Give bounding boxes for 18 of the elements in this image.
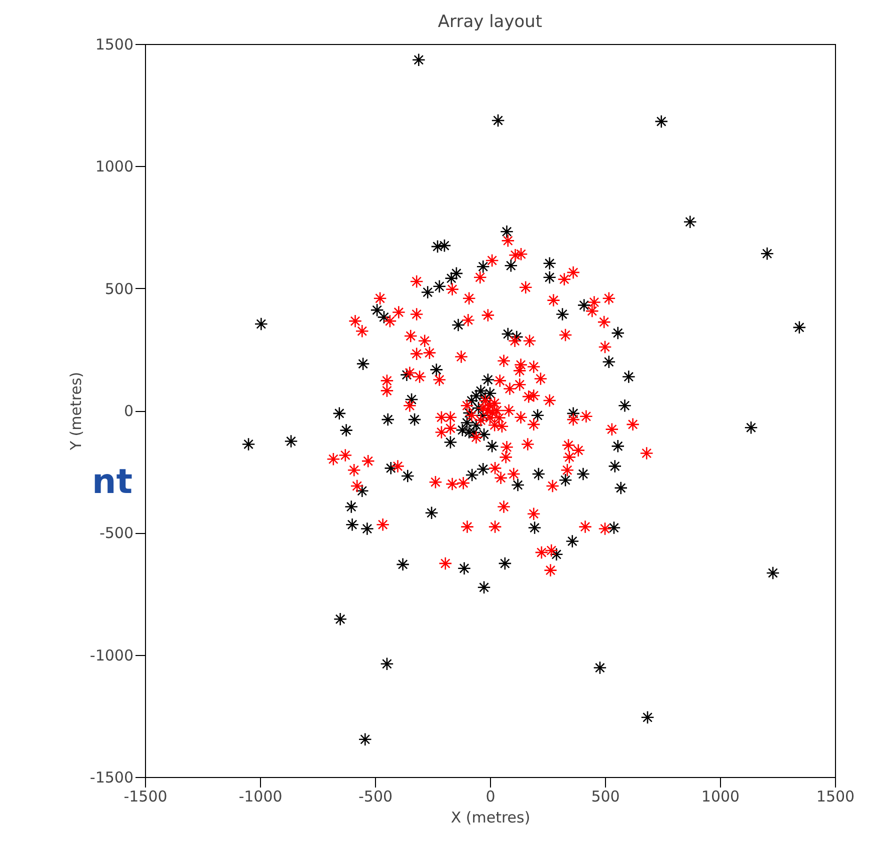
- y-axis-title: Y (metres): [66, 372, 85, 452]
- x-tick-label: 0: [486, 788, 496, 806]
- x-tick-label: 500: [591, 788, 620, 806]
- y-tick-label: -500: [99, 524, 134, 542]
- y-tick-label: -1500: [90, 768, 134, 786]
- x-tick-label: 1500: [816, 788, 855, 806]
- x-tick-label: -1500: [124, 788, 168, 806]
- x-tick-label: 1000: [701, 788, 740, 806]
- x-axis-title: X (metres): [450, 808, 530, 826]
- chart-title: Array layout: [438, 12, 542, 32]
- y-tick-label: 0: [124, 402, 134, 420]
- y-tick-label: 500: [104, 280, 134, 298]
- y-tick-label: -1000: [90, 646, 134, 664]
- text: nt: [92, 462, 132, 502]
- x-tick-label: -1000: [238, 788, 282, 806]
- y-tick-label: 1500: [95, 36, 134, 54]
- y-tick-label: 1000: [95, 158, 134, 176]
- x-tick-label: -500: [358, 788, 393, 806]
